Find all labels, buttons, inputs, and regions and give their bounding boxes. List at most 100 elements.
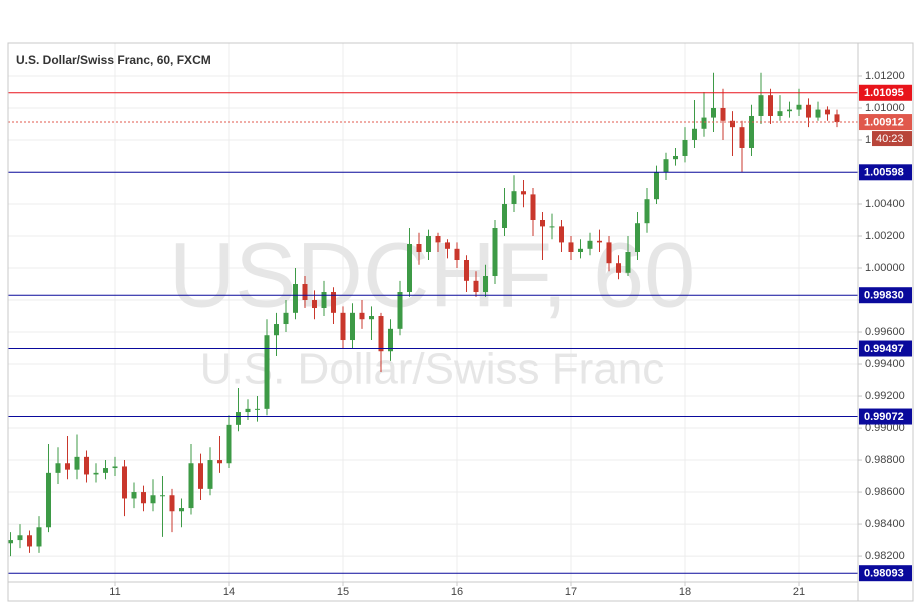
candle-body bbox=[236, 412, 241, 425]
level-label: 0.99497 bbox=[864, 343, 904, 355]
last-price-label: 1.00912 bbox=[864, 116, 904, 128]
candle-body bbox=[606, 242, 612, 264]
candle-body bbox=[416, 244, 422, 253]
candle-body bbox=[682, 139, 688, 156]
candle-body bbox=[65, 463, 70, 470]
candle-body bbox=[369, 316, 374, 320]
x-tick-label: 15 bbox=[337, 586, 349, 598]
candle-body bbox=[663, 159, 669, 172]
plot-frame bbox=[7, 42, 914, 602]
y-tick-label: 1.01000 bbox=[865, 102, 905, 114]
candle-body bbox=[673, 155, 678, 160]
y-tick-label: 1.00000 bbox=[865, 262, 905, 274]
x-tick-label: 11 bbox=[109, 586, 120, 598]
candle-body bbox=[74, 456, 80, 470]
candle-body bbox=[103, 468, 108, 473]
candle-body bbox=[587, 240, 593, 249]
candle-body bbox=[198, 463, 203, 489]
candle-body bbox=[464, 260, 469, 281]
levels bbox=[8, 92, 858, 574]
candle-body bbox=[46, 472, 51, 528]
candle-body bbox=[112, 466, 118, 469]
y-tick-label: 1.00400 bbox=[865, 198, 905, 210]
candles bbox=[8, 72, 840, 557]
y-tick-label: 0.99000 bbox=[865, 422, 905, 434]
candle-body bbox=[55, 463, 61, 473]
candle-body bbox=[559, 226, 564, 243]
candle-body bbox=[635, 223, 640, 253]
candle-body bbox=[36, 527, 42, 547]
level-label-box bbox=[859, 565, 912, 582]
candle-body bbox=[578, 248, 583, 253]
candle-body bbox=[768, 95, 773, 116]
candle-body bbox=[188, 463, 194, 509]
grid bbox=[8, 43, 858, 582]
level-label: 1.00598 bbox=[864, 167, 904, 179]
x-tick-label: 21 bbox=[793, 586, 805, 598]
candle-body bbox=[245, 408, 251, 413]
candle-body bbox=[378, 316, 384, 352]
candle-body bbox=[825, 109, 830, 115]
y-tick-label: 0.99400 bbox=[865, 358, 905, 370]
candle-body bbox=[150, 495, 156, 504]
candle-body bbox=[397, 292, 403, 329]
y-tick-label: 0.98600 bbox=[865, 486, 905, 498]
candle-body bbox=[255, 408, 260, 410]
candle-body bbox=[758, 95, 764, 116]
candle-body bbox=[502, 203, 507, 229]
candle-body bbox=[179, 508, 184, 512]
candle-body bbox=[521, 191, 526, 195]
candle-body bbox=[834, 114, 840, 123]
level-label: 0.99072 bbox=[864, 411, 904, 423]
candle-body bbox=[340, 312, 346, 341]
candle-body bbox=[93, 472, 99, 475]
candle-body bbox=[312, 300, 317, 309]
axes: 1.012001.010001.008001.006001.004001.002… bbox=[109, 70, 912, 598]
candle-body bbox=[350, 312, 355, 341]
level-label: 0.98093 bbox=[864, 568, 904, 580]
level-label-box bbox=[859, 340, 912, 357]
candle-body bbox=[473, 280, 479, 293]
candle-body bbox=[692, 128, 697, 140]
candle-body bbox=[122, 466, 127, 499]
candle-body bbox=[597, 240, 602, 243]
y-tick-label: 0.99200 bbox=[865, 390, 905, 402]
candle-body bbox=[625, 252, 631, 273]
level-label-box bbox=[859, 84, 912, 101]
candle-body bbox=[160, 495, 165, 497]
x-tick-label: 14 bbox=[223, 586, 235, 598]
candle-body bbox=[739, 127, 745, 148]
candle-body bbox=[207, 460, 213, 489]
candle-body bbox=[787, 109, 792, 112]
candle-body bbox=[435, 236, 441, 243]
candle-body bbox=[321, 292, 327, 309]
candle-body bbox=[217, 460, 222, 464]
candle-body bbox=[511, 191, 517, 204]
candle-body bbox=[777, 111, 783, 116]
y-tick-label: 0.98200 bbox=[865, 550, 905, 562]
candle-body bbox=[483, 276, 488, 293]
y-tick-label: 0.99600 bbox=[865, 326, 905, 338]
candle-body bbox=[426, 236, 431, 253]
candle-body bbox=[27, 535, 32, 547]
candle-body bbox=[730, 120, 735, 128]
candle-body bbox=[359, 312, 365, 320]
candle-body bbox=[445, 242, 450, 249]
candle-body bbox=[293, 284, 298, 313]
candle-body bbox=[226, 424, 232, 464]
watermark: USDCHF, 60 bbox=[169, 224, 696, 326]
candle-body bbox=[701, 117, 707, 129]
watermark-subtitle: U.S. Dollar/Swiss Franc bbox=[200, 345, 665, 394]
candle-body bbox=[331, 292, 336, 313]
candle-body bbox=[141, 492, 146, 504]
x-tick-label: 16 bbox=[451, 586, 463, 598]
candle-body bbox=[530, 194, 536, 220]
candle-body bbox=[169, 495, 175, 512]
candle-body bbox=[454, 248, 460, 261]
last-price-box bbox=[859, 114, 912, 131]
candle-body bbox=[8, 540, 13, 544]
candle-body bbox=[274, 324, 279, 336]
candle-body bbox=[616, 263, 621, 273]
x-tick-label: 17 bbox=[565, 586, 577, 598]
